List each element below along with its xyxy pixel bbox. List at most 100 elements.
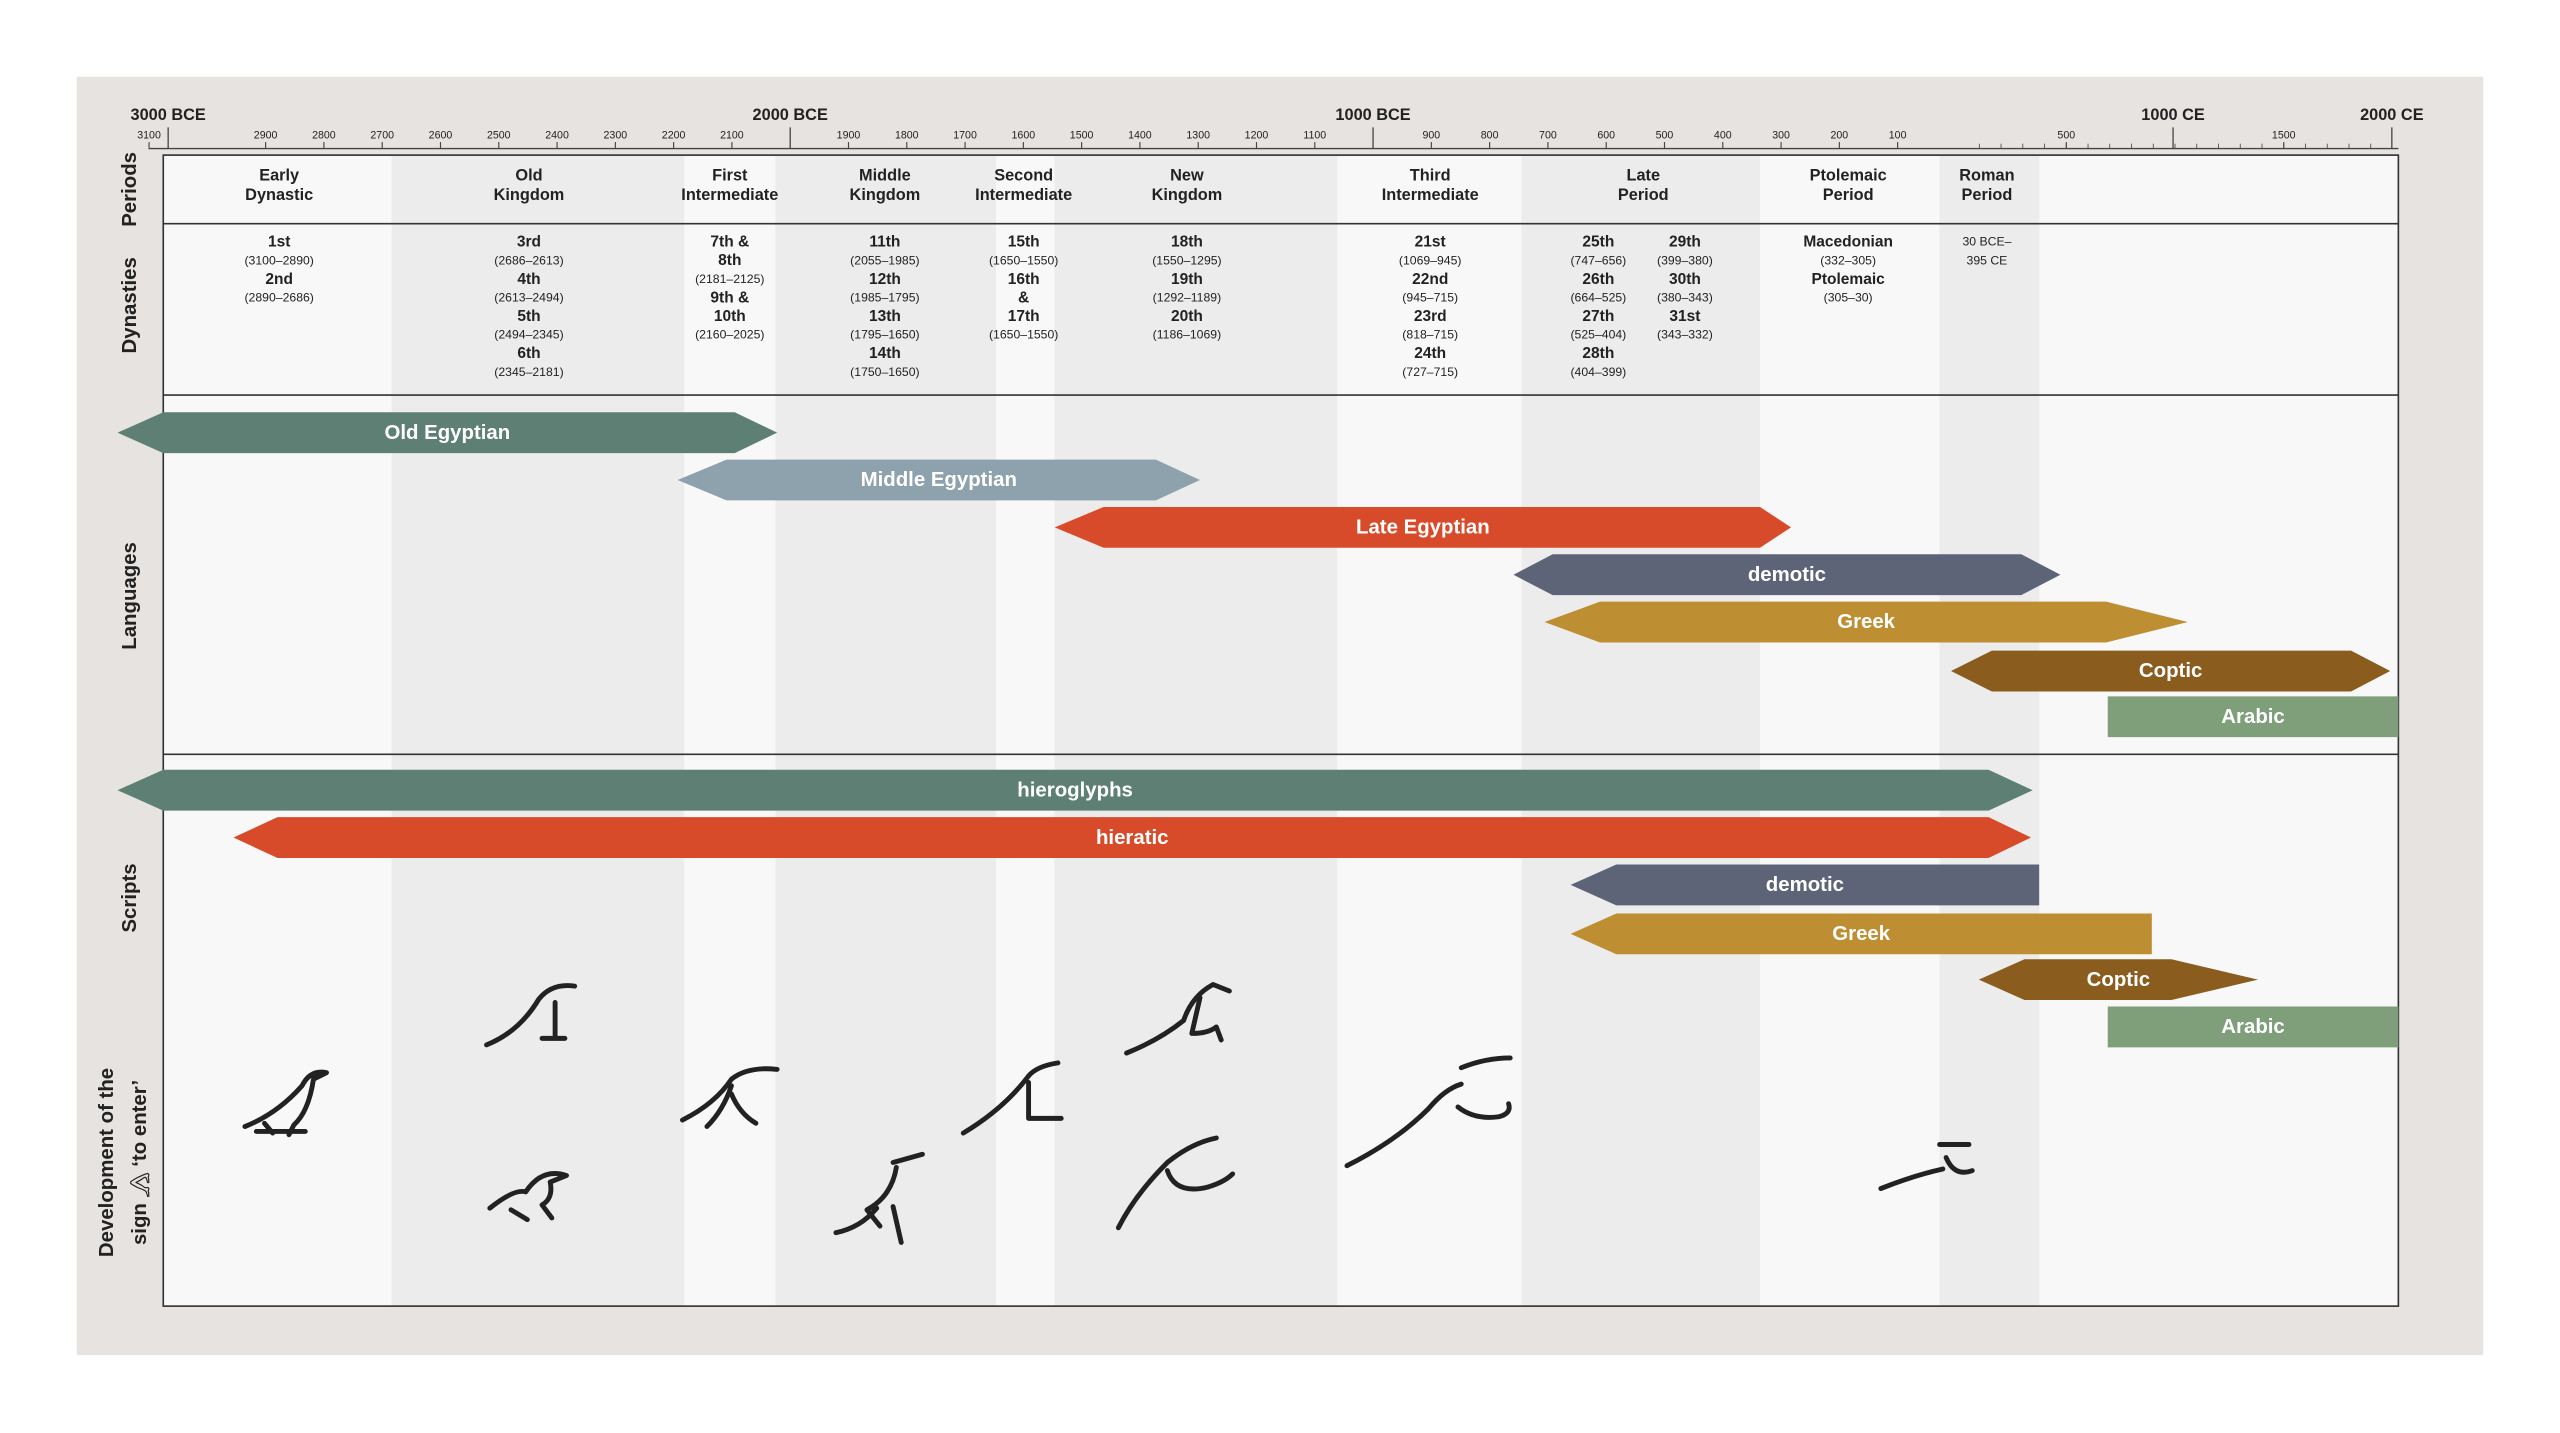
dynasty-dates: (1550–1295) xyxy=(1152,253,1221,267)
dynasty-dates: (2494–2345) xyxy=(494,328,563,342)
dynasty-dates: (2160–2025) xyxy=(695,328,764,342)
section-label: Scripts xyxy=(119,863,141,932)
dynasty-dates: (525–404) xyxy=(1570,328,1626,342)
bar-label: Greek xyxy=(1837,611,1895,633)
bar xyxy=(1570,913,2152,955)
dynasty-dates: (727–715) xyxy=(1402,365,1458,379)
dynasty-name: 12th xyxy=(869,271,901,288)
major-tick-label: 1000 BCE xyxy=(1335,106,1410,124)
stripe xyxy=(1054,155,1338,1307)
major-tick-label: 2000 BCE xyxy=(753,106,828,124)
period-label: Early xyxy=(259,167,299,185)
dynasty-dates: (380–343) xyxy=(1657,291,1713,305)
dynasty-dates: (1650–1550) xyxy=(989,328,1058,342)
stripe xyxy=(391,155,685,1307)
minor-tick-label: 300 xyxy=(1772,129,1790,141)
minor-tick-label: 2400 xyxy=(545,129,569,141)
dynasty-name: 17th xyxy=(1008,308,1040,325)
dynasty-dates: (2181–2125) xyxy=(695,272,764,286)
bar-label: hieroglyphs xyxy=(1017,779,1133,801)
bar-label: Coptic xyxy=(2139,660,2202,682)
bar-label: Arabic xyxy=(2221,1016,2284,1038)
sign-development xyxy=(242,982,1975,1245)
dynasty-name: 5th xyxy=(517,308,540,325)
bar xyxy=(1951,650,2391,692)
minor-tick-label: 500 xyxy=(2057,129,2075,141)
period-label: Second xyxy=(994,167,1053,185)
minor-tick-label: 1900 xyxy=(837,129,861,141)
dynasty-name: 23rd xyxy=(1414,308,1447,325)
minor-tick-label: 2300 xyxy=(604,129,628,141)
dynasty-name: 31st xyxy=(1669,308,1700,325)
stripe xyxy=(1760,155,1940,1307)
dynasty-name: 14th xyxy=(869,345,901,362)
minor-tick-label: 2700 xyxy=(370,129,394,141)
minor-tick-label: 1500 xyxy=(1070,129,1094,141)
period-stripes xyxy=(163,155,2399,1307)
period-label: Kingdom xyxy=(494,186,565,204)
stripe xyxy=(995,155,1055,1307)
bar-label: Arabic xyxy=(2221,706,2284,728)
dynasty-name: 3rd xyxy=(517,234,541,251)
dynasty-dates: (305–30) xyxy=(1824,291,1873,305)
period-label: Period xyxy=(1618,186,1669,204)
glyph xyxy=(487,1171,569,1223)
dynasty-dates: 30 BCE– xyxy=(1962,235,2011,249)
dynasty-name: 18th xyxy=(1171,234,1203,251)
section-label: Languages xyxy=(119,542,141,650)
bar-label: Coptic xyxy=(2087,969,2150,991)
bar xyxy=(233,817,2032,858)
dynasty-name: & xyxy=(1018,289,1029,306)
glyph xyxy=(242,1069,329,1138)
bar-label: Greek xyxy=(1832,923,1890,945)
period-label: Intermediate xyxy=(1382,186,1479,204)
dynasty-dates: (399–380) xyxy=(1657,253,1713,267)
glyph xyxy=(1878,1142,1975,1192)
dynasty-name: 27th xyxy=(1582,308,1614,325)
bar xyxy=(1054,506,1792,548)
bar-label: Late Egyptian xyxy=(1356,517,1490,539)
dynasty-name: 21st xyxy=(1415,234,1446,251)
minor-tick-label: 1500 xyxy=(2272,129,2296,141)
minor-tick-label: 2200 xyxy=(662,129,686,141)
dynasty-name: 2nd xyxy=(265,271,293,288)
bar xyxy=(677,459,1200,501)
bar-label: demotic xyxy=(1766,874,1844,896)
section-label: Periods xyxy=(119,152,141,227)
dynasty-name: 22nd xyxy=(1412,271,1448,288)
minor-tick-label: 400 xyxy=(1714,129,1732,141)
bar xyxy=(1544,601,2188,643)
section-label: Development of the xyxy=(96,1068,118,1257)
dynasty-name: 28th xyxy=(1582,345,1614,362)
period-label: Intermediate xyxy=(681,186,778,204)
dynasty-dates: 395 CE xyxy=(1967,253,2008,267)
stripe xyxy=(1521,155,1760,1307)
dynasty-name: 8th xyxy=(718,252,741,269)
bar-label: Middle Egyptian xyxy=(861,469,1017,491)
dynasty-dates: (1292–1189) xyxy=(1153,291,1221,305)
minor-tick-label: 700 xyxy=(1539,129,1557,141)
glyph xyxy=(1344,1055,1513,1169)
minor-tick-label: 1200 xyxy=(1245,129,1269,141)
bar xyxy=(2107,696,2399,738)
glyph xyxy=(960,1060,1064,1136)
period-label: Late xyxy=(1626,167,1660,185)
dynasty-name: 9th & xyxy=(710,289,749,306)
glyph xyxy=(1115,1135,1236,1231)
dynasty-dates: (747–656) xyxy=(1570,253,1626,267)
minor-tick-label: 1300 xyxy=(1186,129,1210,141)
dynasty-name: 4th xyxy=(517,271,540,288)
minor-tick-label: 2600 xyxy=(429,129,453,141)
period-label: Intermediate xyxy=(975,186,1072,204)
period-label: Period xyxy=(1962,186,2013,204)
period-label: New xyxy=(1170,167,1204,185)
bar-label: hieratic xyxy=(1096,827,1169,849)
dynasty-name: 26th xyxy=(1582,271,1614,288)
bar xyxy=(1978,959,2258,1001)
major-tick-label: 1000 CE xyxy=(2141,106,2205,124)
glyph xyxy=(680,1066,780,1129)
stripe xyxy=(684,155,776,1307)
minor-tick-label: 2900 xyxy=(254,129,278,141)
stripe xyxy=(775,155,996,1307)
dynasty-name: 16th xyxy=(1008,271,1040,288)
